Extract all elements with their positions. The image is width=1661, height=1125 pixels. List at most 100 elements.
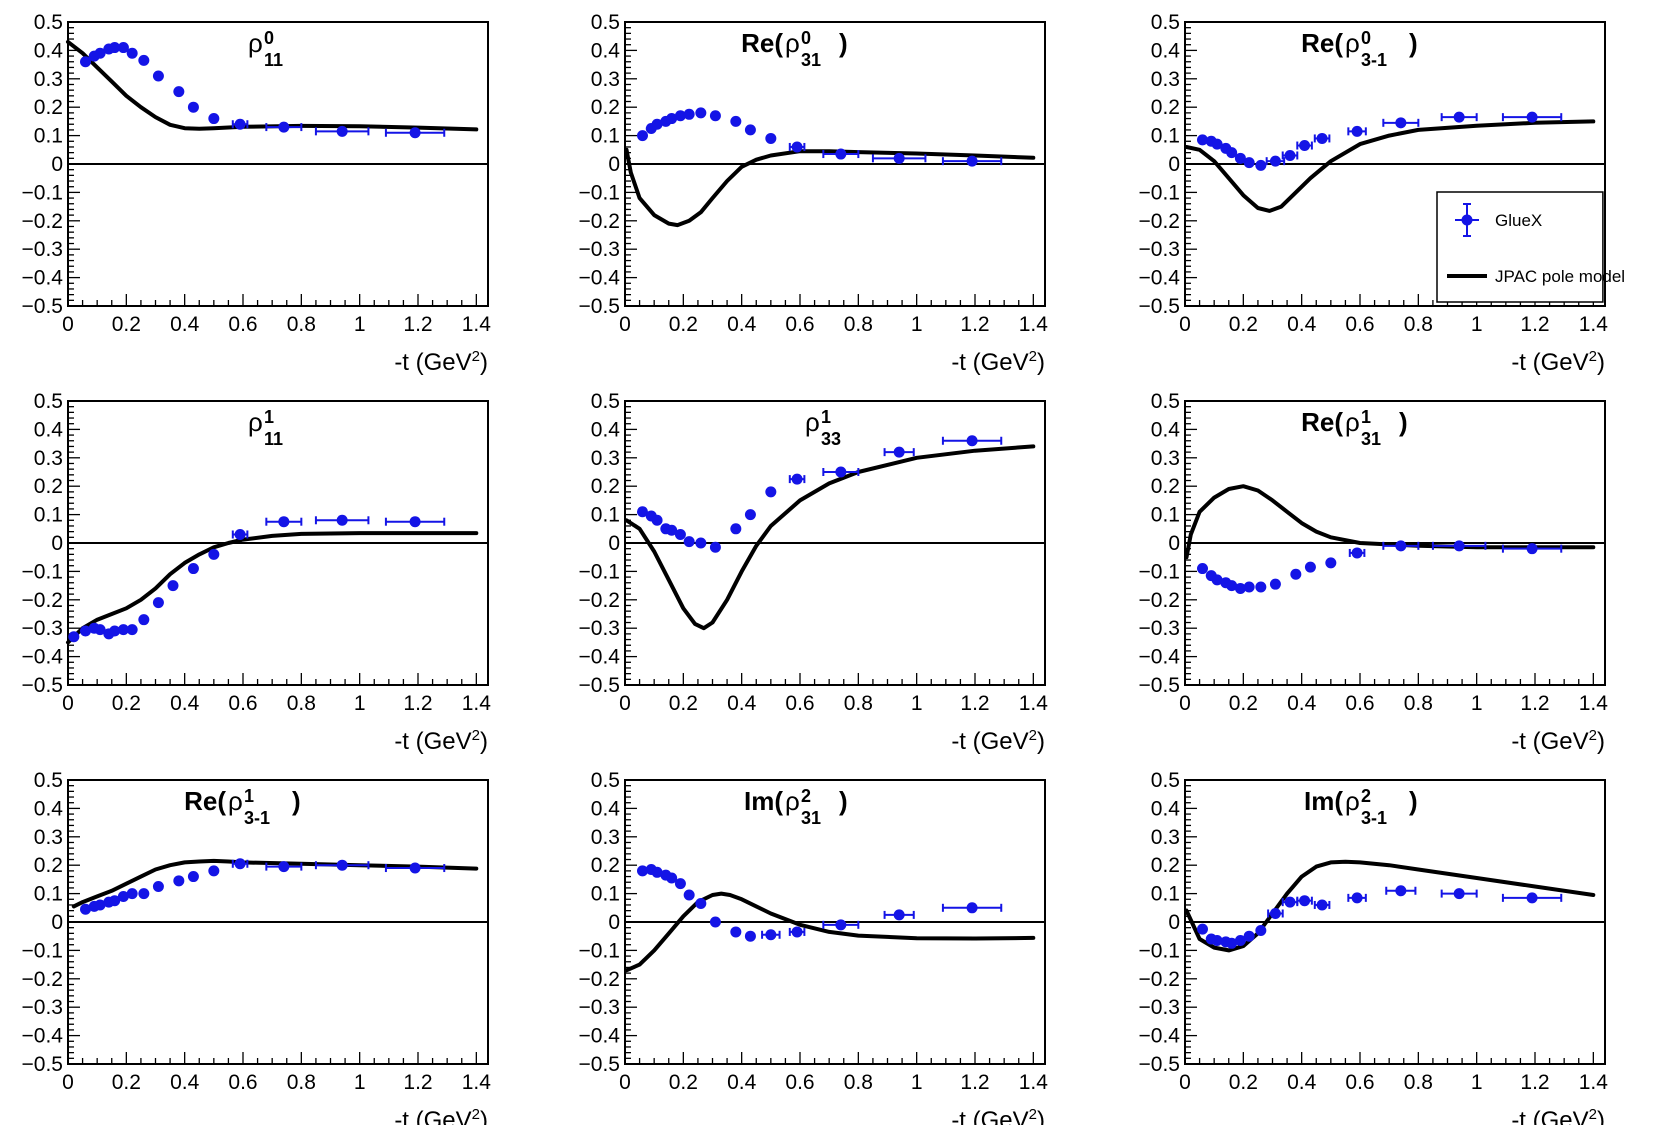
x-axis-title-close: ) (480, 349, 488, 376)
y-tick-label: 0.4 (1151, 418, 1181, 441)
x-axis-title-sup: 2 (1029, 348, 1037, 365)
y-tick-label: 0.2 (34, 854, 63, 877)
data-point (117, 890, 129, 902)
y-tick-label: −0.2 (1139, 589, 1180, 612)
x-tick-label: 0.2 (1229, 1071, 1258, 1094)
y-tick-label: −0.5 (1139, 674, 1180, 697)
x-axis-title-text: -t (GeV (1511, 728, 1588, 755)
y-tick-label: 0.1 (1151, 504, 1180, 527)
data-point (409, 127, 421, 139)
data-point (1243, 930, 1255, 942)
y-tick-label: 0.5 (34, 390, 63, 413)
data-point (1325, 557, 1337, 569)
data-point (893, 909, 905, 921)
y-tick-label: 0.4 (34, 418, 64, 441)
data-point (966, 155, 978, 167)
panel-title-symbol: ρ (248, 407, 263, 437)
y-tick-label: 0.2 (591, 475, 620, 498)
data-point (683, 108, 695, 120)
data-point (695, 107, 707, 119)
data-point (80, 903, 91, 915)
y-tick-label: −0.5 (579, 1053, 620, 1076)
y-tick-label: −0.3 (1139, 617, 1180, 640)
x-tick-label: 1.2 (403, 313, 432, 336)
x-tick-label: 0.6 (785, 692, 814, 715)
data-point (138, 888, 150, 900)
y-tick-label: 0.2 (591, 854, 620, 877)
data-point (1351, 892, 1363, 904)
data-point (966, 435, 978, 447)
data-point (765, 929, 777, 941)
x-tick-label: 0.8 (287, 692, 316, 715)
x-tick-label: 1.2 (403, 692, 432, 715)
y-tick-label: 0.4 (1151, 39, 1181, 62)
x-tick-label: 0.8 (844, 692, 873, 715)
panel-im-rho2-31: −0.5 −0.4 −0.3 −0.2 −0.1 0 0.1 0.2 0.3 0.4 0.5 0 0.2… (579, 769, 1049, 1125)
x-tick-label: 0.8 (287, 313, 316, 336)
data-point (1395, 885, 1407, 897)
x-tick-label: 0.2 (112, 692, 141, 715)
x-tick-label: 0.2 (1229, 692, 1258, 715)
data-point (138, 614, 150, 626)
y-tick-label: −0.1 (579, 181, 620, 204)
legend-data-marker (1461, 214, 1473, 226)
data-point (637, 865, 648, 877)
y-tick-label: 0 (1168, 153, 1180, 176)
x-tick-label: 0 (1179, 1071, 1191, 1094)
y-tick-label: 0.3 (1151, 68, 1180, 91)
panel-re-rho0-31: −0.5 −0.4 −0.3 −0.2 −0.1 0 0.1 0.2 0.3 0.4 0.5 0 0.2… (579, 11, 1049, 376)
data-point (730, 926, 742, 938)
data-point (278, 516, 290, 528)
x-tick-label: 1.2 (960, 692, 989, 715)
data-point (791, 473, 803, 485)
data-point (674, 110, 686, 122)
data-point (1211, 138, 1223, 150)
data-point (187, 871, 199, 883)
data-point (1243, 581, 1255, 593)
x-axis-title-close: ) (1037, 728, 1045, 755)
data-point (1243, 157, 1255, 169)
y-tick-label: 0 (608, 153, 620, 176)
data-point (683, 536, 695, 548)
x-tick-label: 0 (619, 1071, 631, 1094)
y-tick-label: −0.3 (22, 996, 63, 1019)
panel-title-prefix: Re( (184, 786, 226, 816)
data-point (893, 446, 905, 458)
y-tick-label: 0.5 (591, 390, 620, 413)
x-tick-label: 0.8 (844, 313, 873, 336)
y-tick-label: −0.1 (1139, 939, 1180, 962)
panel-title-symbol: ρ (228, 786, 243, 816)
y-tick-label: 0.3 (1151, 447, 1180, 470)
x-tick-label: 1 (911, 313, 923, 336)
data-point (1226, 580, 1238, 592)
x-tick-label: 0.8 (1404, 692, 1433, 715)
panel-title-sup: 2 (801, 786, 811, 806)
x-tick-label: 1.4 (1019, 692, 1049, 715)
data-point (1299, 140, 1311, 152)
data-point (637, 506, 648, 518)
model-curve (1184, 119, 1596, 213)
data-point (94, 624, 106, 636)
x-tick-label: 1.4 (1019, 1071, 1049, 1094)
x-tick-label: 0.6 (228, 692, 257, 715)
data-point (1211, 574, 1223, 586)
x-tick-label: 0.4 (1287, 313, 1317, 336)
x-axis-title-close: ) (1037, 1107, 1045, 1125)
y-tick-label: −0.5 (22, 1053, 63, 1076)
x-tick-label: 0 (62, 692, 74, 715)
data-point (1453, 540, 1465, 552)
data-point (167, 580, 179, 592)
panel-title-sup: 0 (1361, 28, 1371, 48)
x-axis-title-close: ) (1597, 728, 1605, 755)
y-tick-label: −0.2 (1139, 210, 1180, 233)
data-point (1255, 925, 1267, 937)
data-point (666, 524, 678, 536)
data-point (1395, 540, 1407, 552)
x-axis-title-sup: 2 (1029, 727, 1037, 744)
y-tick-label: 0.5 (34, 769, 63, 792)
panel-title-symbol: ρ (248, 28, 263, 58)
legend-label-data: GlueX (1495, 211, 1542, 230)
data-point (835, 148, 847, 160)
y-tick-label: 0 (51, 532, 63, 555)
panel-title-sub: 31 (1361, 429, 1381, 449)
